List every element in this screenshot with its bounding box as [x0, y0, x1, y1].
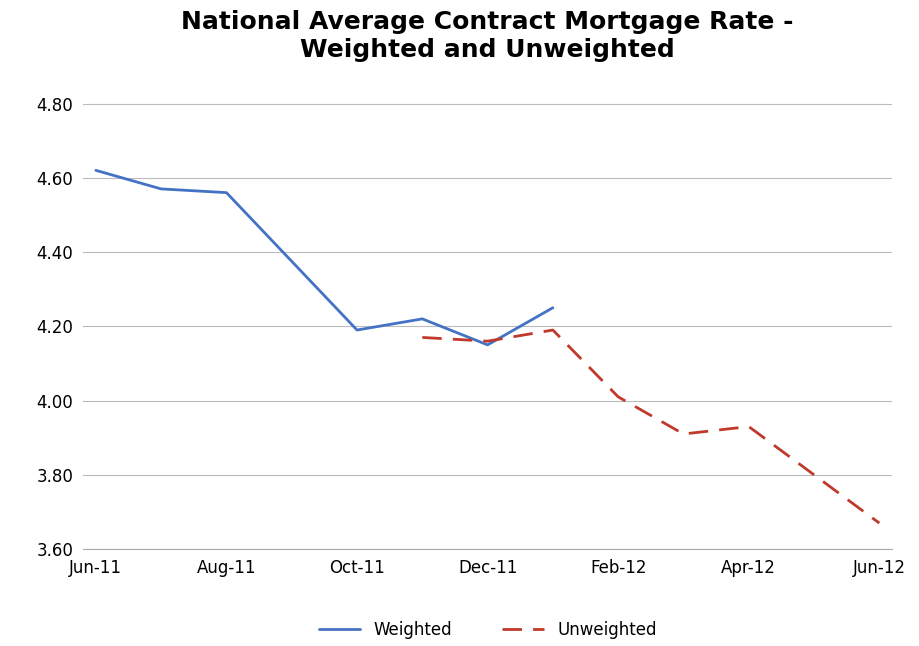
- Weighted: [221, 189, 232, 196]
- Weighted: [351, 326, 362, 334]
- Unweighted: [677, 430, 688, 438]
- Line: Weighted: Weighted: [96, 171, 552, 345]
- Line: Unweighted: Unweighted: [422, 330, 879, 523]
- Unweighted: [482, 337, 493, 345]
- Weighted: [90, 167, 101, 174]
- Weighted: [547, 304, 558, 311]
- Unweighted: [416, 333, 427, 341]
- Weighted: [155, 185, 166, 193]
- Weighted: [416, 315, 427, 323]
- Unweighted: [547, 326, 558, 334]
- Unweighted: [808, 471, 819, 479]
- Title: National Average Contract Mortgage Rate -
Weighted and Unweighted: National Average Contract Mortgage Rate …: [181, 10, 793, 61]
- Unweighted: [612, 393, 623, 401]
- Unweighted: [743, 422, 754, 430]
- Legend: Weighted, Unweighted: Weighted, Unweighted: [312, 614, 663, 645]
- Weighted: [482, 341, 493, 349]
- Unweighted: [873, 519, 884, 527]
